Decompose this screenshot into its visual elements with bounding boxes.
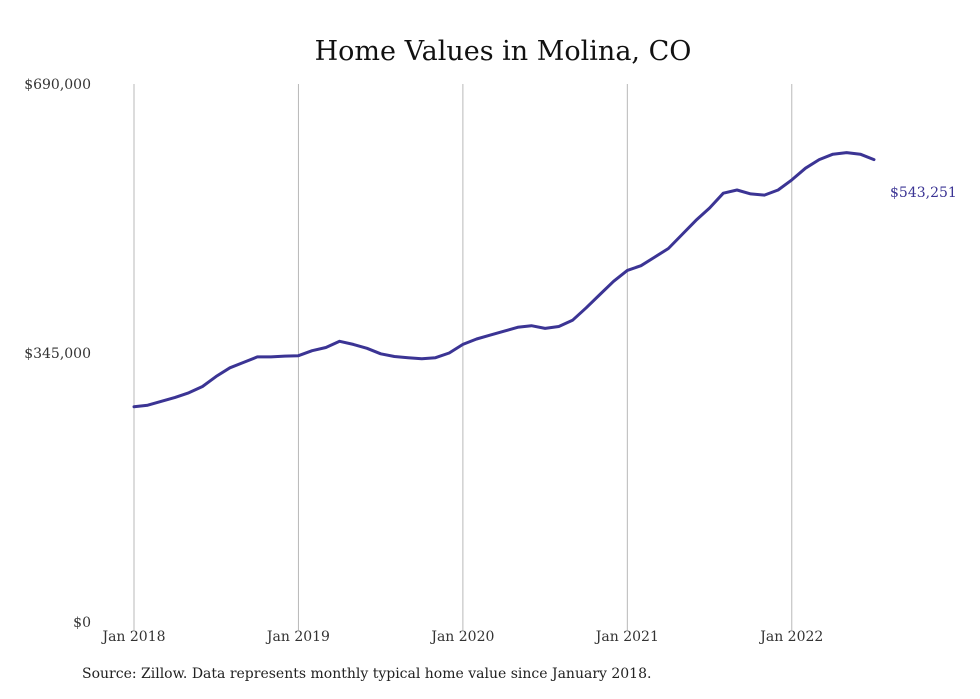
y-tick-label-0: $0 <box>73 615 91 631</box>
x-tick-label-2: Jan 2020 <box>429 629 494 645</box>
series-layer <box>132 151 876 409</box>
x-tick-label-1: Jan 2019 <box>265 629 330 645</box>
x-axis-ticks: Jan 2018 Jan 2019 Jan 2020 Jan 2021 Jan 2022 <box>100 629 823 645</box>
chart-title: Home Values in Molina, CO <box>315 36 692 67</box>
x-tick-label-0: Jan 2018 <box>100 629 165 645</box>
source-note: Source: Zillow. Data represents monthly … <box>82 666 652 682</box>
gridlines <box>133 84 793 630</box>
y-axis-ticks: $0 $345,000 $690,000 <box>24 77 91 631</box>
series-line-0 <box>132 151 876 409</box>
x-tick-label-3: Jan 2021 <box>594 629 659 645</box>
end-value-label: $543,251 <box>890 185 957 201</box>
y-tick-label-1: $345,000 <box>24 346 91 362</box>
x-tick-label-4: Jan 2022 <box>758 629 823 645</box>
y-tick-label-2: $690,000 <box>24 77 91 93</box>
